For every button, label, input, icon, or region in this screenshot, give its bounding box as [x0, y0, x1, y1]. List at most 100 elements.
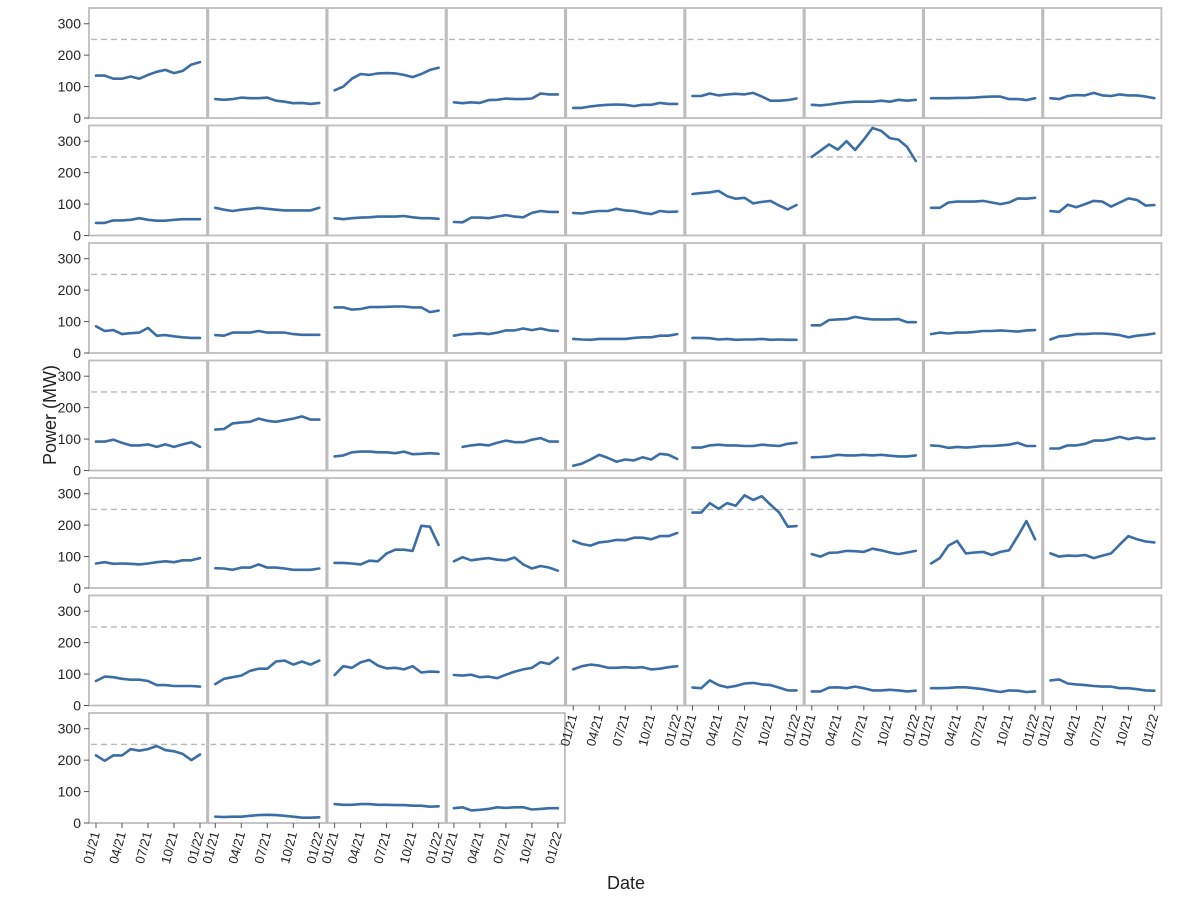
facet-frame: [923, 124, 1043, 237]
facet-panel: [1042, 124, 1163, 237]
x-tick-label: 04/21: [702, 712, 725, 747]
facet-panel: [803, 594, 924, 707]
facet-panel: [88, 477, 208, 589]
facet-frame: [803, 477, 924, 589]
y-tick-label: 200: [58, 517, 82, 533]
series-line: [452, 656, 560, 680]
series-line: [929, 196, 1037, 210]
series-line: [461, 436, 560, 449]
facet-frame: [565, 477, 686, 589]
y-tick-label: 300: [58, 603, 82, 619]
facet-panel: [923, 7, 1043, 119]
x-tick-label: 07/21: [251, 830, 274, 865]
y-tick-label: 200: [58, 752, 82, 768]
y-tick-label: 0: [73, 580, 81, 596]
series-line: [214, 659, 321, 686]
x-tick-label: 07/21: [1086, 712, 1109, 747]
facet-frame: [88, 594, 208, 707]
facet-panel: [445, 7, 566, 119]
facet-frame: [445, 124, 566, 237]
facet-panel: [803, 124, 924, 237]
facet-frame: [88, 712, 208, 824]
facet-panel: [326, 477, 447, 589]
series-line: [810, 126, 918, 163]
series-line: [691, 189, 798, 211]
facet-frame: [88, 242, 208, 354]
facet-frame: [445, 712, 566, 824]
facet-panel: [565, 7, 686, 119]
x-axis-title: Date: [607, 873, 645, 893]
x-tick-label: 07/21: [848, 712, 871, 747]
series-line: [1049, 91, 1156, 101]
y-tick-label: 300: [58, 368, 82, 384]
series-line: [94, 744, 202, 763]
series-line: [94, 556, 202, 566]
series-line: [452, 555, 560, 572]
facet-panel: [207, 594, 328, 707]
facet-frame: [684, 359, 805, 472]
y-tick-label: 300: [58, 16, 82, 32]
facet-panel: [445, 712, 566, 824]
series-line: [810, 315, 918, 327]
y-axis: 0 100 200 300: [58, 133, 89, 244]
x-axis: 01/21 04/21 07/21 10/21 01/22: [80, 823, 207, 865]
facet-panel: [923, 477, 1043, 589]
series-line: [333, 66, 440, 92]
series-line: [333, 802, 440, 808]
x-tick-label: 10/21: [754, 712, 777, 747]
facet-panel: [803, 7, 924, 119]
facet-frame: [1042, 7, 1163, 119]
series-line: [810, 98, 918, 107]
y-tick-label: 100: [58, 314, 82, 330]
facet-panel: [565, 359, 686, 472]
x-tick-label: 04/21: [1060, 712, 1083, 747]
y-axis-title: Power (MW): [40, 365, 60, 465]
x-tick-label: 04/21: [822, 712, 845, 747]
y-axis: 0 100 200 300: [58, 368, 89, 479]
facet-panel: [445, 594, 566, 707]
facet-frame: [923, 7, 1043, 119]
facet-panel: [326, 124, 447, 237]
facet-panel: [326, 7, 447, 119]
facet-frame: [565, 124, 686, 237]
y-tick-label: 0: [73, 345, 81, 361]
series-line: [94, 60, 202, 80]
facet-panel: [445, 477, 566, 589]
x-tick-label: 10/21: [993, 712, 1016, 747]
facet-panel: [1042, 7, 1163, 119]
facet-panel: [565, 124, 686, 237]
facet-frame: [326, 594, 447, 707]
x-axis: 01/21 04/21 07/21 10/21 01/22: [557, 705, 684, 748]
facet-panel: [326, 712, 447, 824]
x-axis: 01/21 04/21 07/21 10/21 01/22: [676, 705, 803, 748]
x-tick-label: 04/21: [106, 830, 129, 865]
y-axis: 0 100 200 300: [58, 16, 89, 126]
facet-panel: [207, 7, 328, 119]
x-tick-label: 01/22: [542, 830, 565, 865]
x-axis: 01/21 04/21 07/21 10/21 01/22: [438, 823, 565, 865]
facet-panel: [923, 594, 1043, 707]
facet-frame: [207, 242, 328, 354]
facet-panel: [565, 594, 686, 707]
x-tick-label: 04/21: [583, 712, 606, 747]
facet-frame: [803, 242, 924, 354]
series-line: [333, 214, 440, 221]
y-tick-label: 100: [58, 196, 82, 212]
y-axis: 0 100 200 300: [58, 603, 89, 714]
facet-frame: [445, 7, 566, 119]
x-tick-label: 07/21: [967, 712, 990, 747]
y-tick-label: 100: [58, 79, 82, 95]
y-tick-label: 0: [73, 228, 81, 244]
facet-frame: [1042, 477, 1163, 589]
facet-frame: [88, 477, 208, 589]
series-line: [333, 450, 440, 458]
facet-frame: [207, 477, 328, 589]
y-tick-label: 200: [58, 635, 82, 651]
y-tick-label: 0: [73, 110, 81, 126]
y-axes: 0 100 200 300 0 100 200 300 0 100 200 300 0 100 200 300…: [58, 16, 89, 831]
x-tick-label: 07/21: [132, 830, 155, 865]
series-line: [691, 679, 798, 692]
facet-frame: [923, 242, 1043, 354]
facet-panel: [445, 242, 566, 354]
facet-panel: [445, 124, 566, 237]
